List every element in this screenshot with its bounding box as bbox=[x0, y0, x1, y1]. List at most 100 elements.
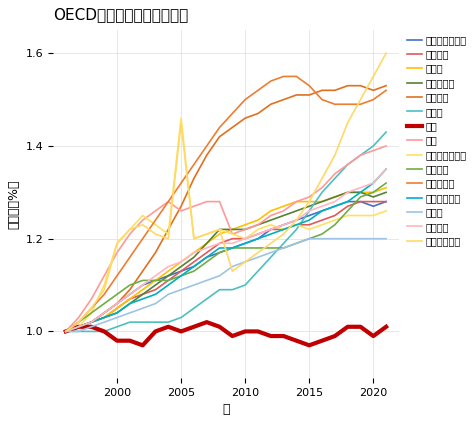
フランス bbox=[89, 320, 94, 325]
オーストラリア bbox=[383, 199, 389, 204]
スイス bbox=[242, 259, 248, 264]
韓国 bbox=[178, 209, 184, 214]
アイスランド bbox=[358, 97, 364, 102]
デンマーク bbox=[165, 273, 171, 278]
カナダ bbox=[153, 278, 158, 283]
ルクセンブルク bbox=[306, 227, 312, 232]
ルクセンブルク bbox=[204, 231, 210, 236]
カナダ bbox=[63, 329, 69, 334]
日本 bbox=[293, 338, 299, 343]
フランス bbox=[76, 324, 82, 330]
Line: オーストラリア: オーストラリア bbox=[66, 202, 386, 331]
オランダ bbox=[127, 283, 133, 288]
韓国 bbox=[101, 273, 107, 278]
フランス bbox=[204, 153, 210, 158]
オーストラリア bbox=[217, 250, 222, 255]
日本 bbox=[191, 324, 197, 330]
カナダ bbox=[127, 297, 133, 302]
韓国 bbox=[217, 199, 222, 204]
アイスランド bbox=[255, 250, 261, 255]
カナダ bbox=[178, 259, 184, 264]
ベルギー bbox=[345, 204, 350, 209]
ベルギー bbox=[76, 324, 82, 330]
日本 bbox=[178, 329, 184, 334]
オーストラリア bbox=[89, 320, 94, 325]
デンマーク bbox=[204, 241, 210, 246]
ドイツ bbox=[306, 209, 312, 214]
アイスランド bbox=[204, 231, 210, 236]
デンマーク bbox=[101, 315, 107, 320]
オランダ bbox=[306, 236, 312, 241]
デンマーク bbox=[383, 190, 389, 195]
スウェーデン bbox=[293, 222, 299, 227]
ノルウェー bbox=[191, 162, 197, 167]
スイス bbox=[178, 287, 184, 292]
アメリカ bbox=[63, 329, 69, 334]
スウェーデン bbox=[76, 324, 82, 330]
フランス bbox=[383, 83, 389, 88]
ドイツ bbox=[217, 287, 222, 292]
ドイツ bbox=[165, 320, 171, 325]
Line: ドイツ: ドイツ bbox=[66, 132, 386, 331]
カナダ bbox=[293, 199, 299, 204]
スウェーデン bbox=[268, 231, 273, 236]
韓国 bbox=[140, 217, 146, 222]
アイスランド bbox=[281, 231, 286, 236]
Line: スウェーデン: スウェーデン bbox=[66, 169, 386, 331]
ベルギー bbox=[255, 231, 261, 236]
ルクセンブルク bbox=[63, 329, 69, 334]
ベルギー bbox=[242, 236, 248, 241]
スイス bbox=[281, 245, 286, 250]
アイスランド bbox=[63, 329, 69, 334]
アメリカ bbox=[332, 199, 337, 204]
韓国 bbox=[319, 185, 325, 190]
ドイツ bbox=[383, 129, 389, 135]
ドイツ bbox=[153, 320, 158, 325]
アイスランド bbox=[306, 199, 312, 204]
デンマーク bbox=[153, 283, 158, 288]
ルクセンブルク bbox=[191, 236, 197, 241]
カナダ bbox=[76, 324, 82, 330]
オランダ bbox=[165, 278, 171, 283]
アイスランド bbox=[293, 217, 299, 222]
フランス bbox=[101, 310, 107, 316]
ドイツ bbox=[345, 162, 350, 167]
ノルウェー bbox=[63, 329, 69, 334]
カナダ bbox=[229, 227, 235, 232]
ルクセンブルク bbox=[358, 213, 364, 218]
デンマーク bbox=[345, 190, 350, 195]
韓国 bbox=[306, 195, 312, 200]
アイスランド bbox=[127, 227, 133, 232]
日本 bbox=[89, 324, 94, 330]
ベルギー bbox=[306, 222, 312, 227]
オーストラリア bbox=[281, 222, 286, 227]
ノルウェー bbox=[268, 79, 273, 84]
オーストラリア bbox=[178, 269, 184, 274]
オーストラリア bbox=[127, 292, 133, 297]
ノルウェー bbox=[140, 236, 146, 241]
アイスランド bbox=[332, 153, 337, 158]
フランス bbox=[255, 111, 261, 116]
オランダ bbox=[153, 278, 158, 283]
フランス bbox=[345, 83, 350, 88]
フランス bbox=[191, 176, 197, 181]
フランス bbox=[63, 329, 69, 334]
ドイツ bbox=[319, 190, 325, 195]
ルクセンブルク bbox=[371, 213, 376, 218]
日本 bbox=[76, 324, 82, 330]
ドイツ bbox=[358, 153, 364, 158]
スウェーデン bbox=[114, 310, 120, 316]
ノルウェー bbox=[319, 97, 325, 102]
ベルギー bbox=[63, 329, 69, 334]
アイスランド bbox=[153, 231, 158, 236]
日本 bbox=[319, 338, 325, 343]
カナダ bbox=[140, 287, 146, 292]
韓国 bbox=[332, 171, 337, 176]
韓国 bbox=[76, 315, 82, 320]
ドイツ bbox=[332, 176, 337, 181]
スイス bbox=[217, 273, 222, 278]
デンマーク bbox=[268, 217, 273, 222]
スウェーデン bbox=[140, 297, 146, 302]
カナダ bbox=[306, 199, 312, 204]
スウェーデン bbox=[345, 199, 350, 204]
